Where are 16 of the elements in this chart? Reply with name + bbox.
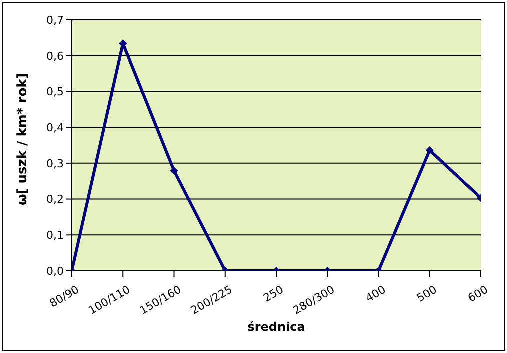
y-tick-label: 0,5	[46, 86, 64, 99]
y-tick-label: 0,7	[46, 14, 64, 27]
y-tick-label: 0,0	[46, 264, 64, 278]
y-tick-label: 0,2	[46, 193, 64, 206]
y-tick-label: 0,4	[46, 121, 64, 134]
x-tick-label: 250	[261, 283, 286, 306]
x-axis-title: średnica	[248, 320, 306, 334]
x-tick-label: 500	[414, 283, 440, 306]
y-tick-label: 0,1	[46, 229, 64, 242]
y-tick-label: 0,6	[46, 50, 64, 63]
y-tick-label: 0,3	[46, 157, 64, 170]
x-tick-label: 600	[466, 283, 490, 306]
x-tick-label: 400	[364, 283, 388, 306]
point	[426, 146, 434, 155]
point	[170, 166, 178, 175]
y-axis-title: ω[ uszk / km* rok]	[16, 73, 31, 206]
